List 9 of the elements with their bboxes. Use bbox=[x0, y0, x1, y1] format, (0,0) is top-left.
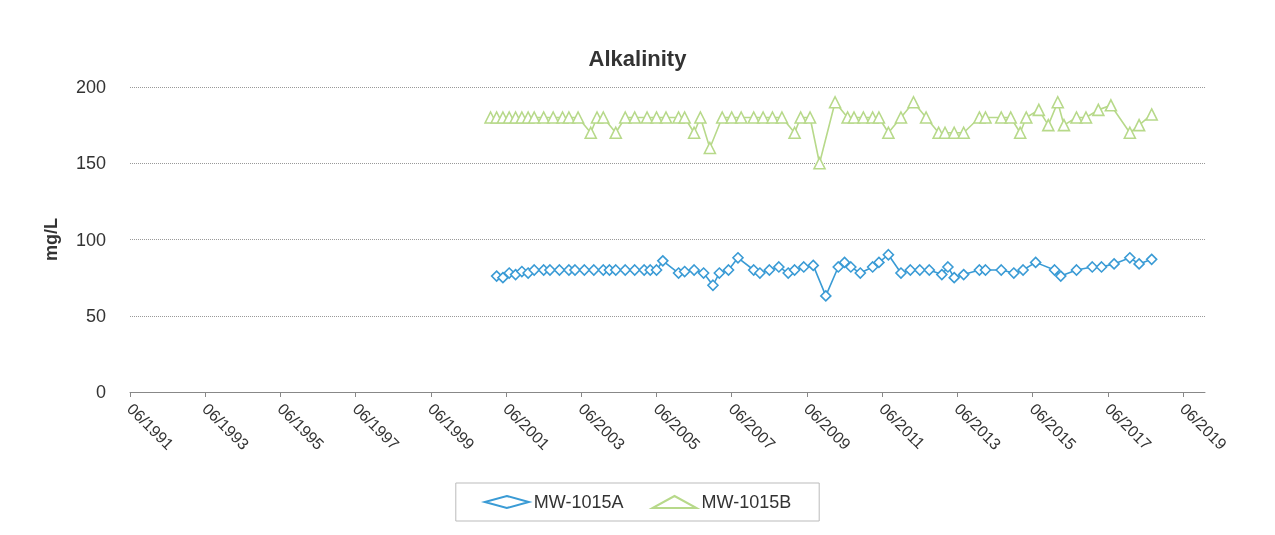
chart-title: Alkalinity bbox=[588, 45, 688, 71]
y-tick-label: 100 bbox=[75, 229, 106, 250]
y-axis-title: mg/L bbox=[41, 218, 61, 261]
y-tick-label: 150 bbox=[75, 153, 106, 174]
y-tick-label: 0 bbox=[95, 382, 106, 402]
legend-label: MW-1015A bbox=[533, 492, 624, 512]
y-tick-label: 50 bbox=[85, 305, 106, 326]
legend-label: MW-1015B bbox=[701, 492, 792, 512]
y-tick-label: 200 bbox=[75, 77, 106, 97]
